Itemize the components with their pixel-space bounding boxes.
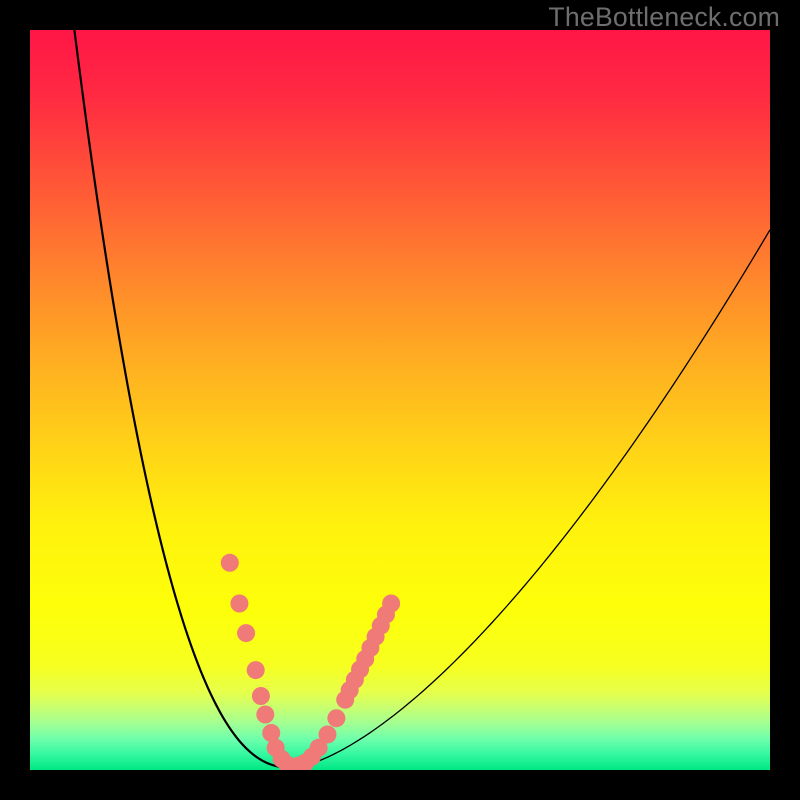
curve-right-branch — [293, 230, 770, 768]
watermark-text: TheBottleneck.com — [548, 2, 780, 33]
curve-layer — [30, 30, 770, 770]
data-marker — [318, 725, 336, 743]
data-marker — [327, 709, 345, 727]
data-marker — [230, 595, 248, 613]
chart-stage: TheBottleneck.com — [0, 0, 800, 800]
data-marker — [247, 661, 265, 679]
curve-left-branch — [74, 30, 292, 768]
data-marker — [256, 706, 274, 724]
data-marker — [252, 687, 270, 705]
data-marker — [237, 624, 255, 642]
plot-area — [30, 30, 770, 770]
data-marker — [221, 554, 239, 572]
data-marker — [382, 595, 400, 613]
